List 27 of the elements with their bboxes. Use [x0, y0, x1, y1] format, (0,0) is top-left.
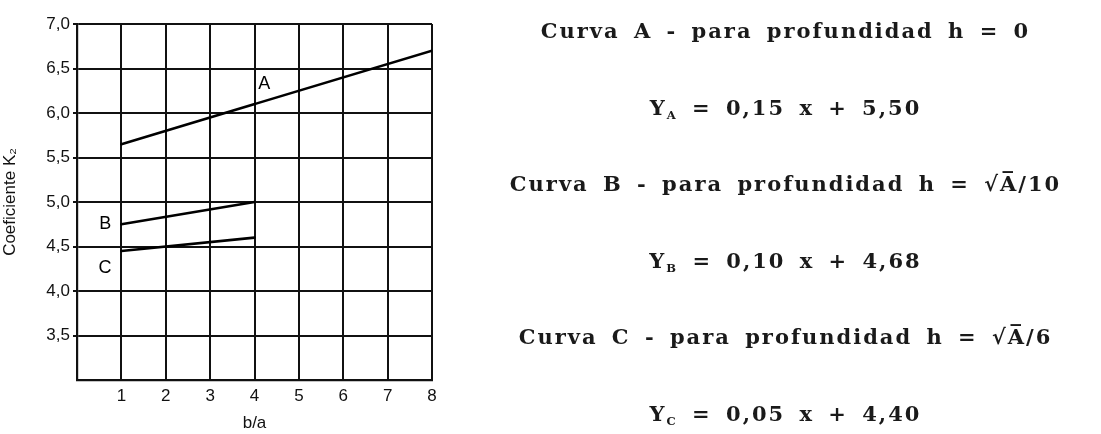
text: Y$_{A}$ = 0,15 x + 5,50 [649, 94, 922, 122]
x-tick-label: 3 [205, 385, 215, 405]
x-tick-label: 2 [161, 385, 171, 405]
y-tick-label: 3,5 [46, 325, 70, 345]
text: Y$_{B}$ = 0,10 x + 4,68 [649, 247, 922, 275]
text: Curva C - para profundidad h = √A̅/6 [517, 323, 1054, 352]
x-axis-title: b/a [242, 413, 267, 433]
x-tick-label: 4 [249, 385, 260, 405]
x-tick-label: 5 [294, 385, 304, 405]
y-tick-label: 6,0 [46, 102, 70, 122]
x-tick-label: 1 [116, 385, 127, 405]
y-tick-label: 7,0 [46, 13, 70, 33]
text: Y$_{C}$ = 0,05 x + 4,40 [649, 401, 922, 429]
y-tick-label: 5,5 [46, 147, 70, 167]
y-axis-title: Coeficiente K₂ [0, 148, 19, 256]
x-tick-label: 7 [382, 385, 393, 405]
text: Curva B - para profundidad h = √A̅/10 [508, 170, 1063, 199]
y-tick-label: 4,0 [46, 280, 70, 300]
series-label: B [99, 213, 112, 234]
series-label: C [98, 256, 112, 277]
x-tick-label: 8 [427, 385, 437, 405]
series-label: A [258, 73, 271, 94]
x-tick-label: 6 [338, 385, 348, 405]
y-tick-label: 6,5 [46, 58, 70, 78]
text: Curva A - para profundidad h = 0 [539, 17, 1032, 45]
y-tick-label: 5,0 [46, 191, 70, 211]
y-tick-label: 4,5 [46, 236, 70, 256]
